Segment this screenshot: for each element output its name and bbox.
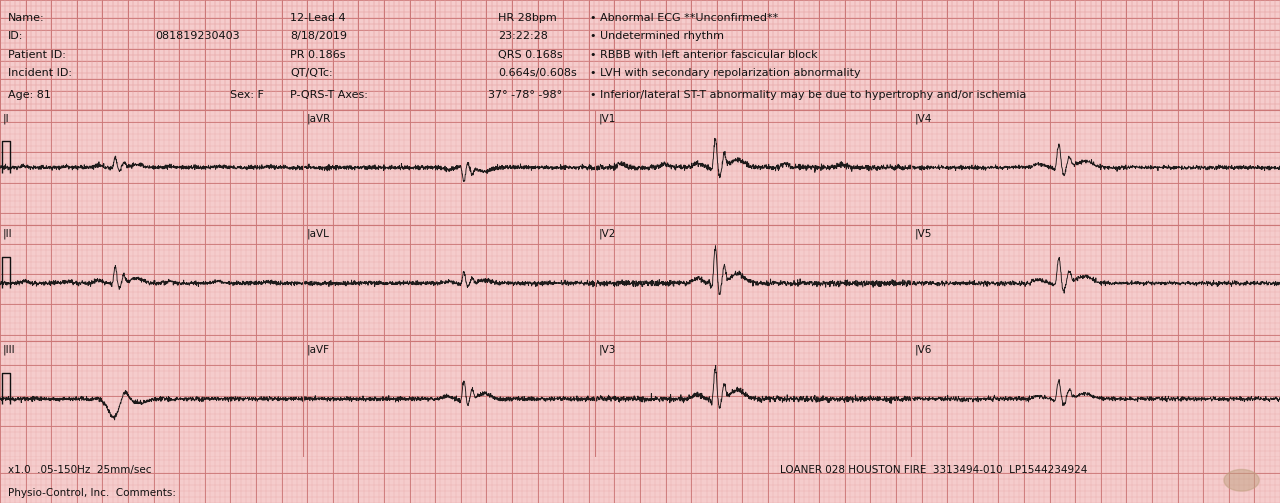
Text: |aVF: |aVF [306,345,329,355]
Text: 12-Lead 4: 12-Lead 4 [291,13,346,23]
Text: Sex: F: Sex: F [230,91,264,101]
Text: • RBBB with left anterior fascicular block: • RBBB with left anterior fascicular blo… [590,50,818,60]
Text: 23:22:28: 23:22:28 [498,31,548,41]
Text: x1.0  .05-150Hz  25mm/sec: x1.0 .05-150Hz 25mm/sec [8,465,151,475]
Text: |V6: |V6 [915,345,932,355]
Text: |I: |I [3,113,10,124]
Text: Incident ID:: Incident ID: [8,68,72,78]
Text: |V4: |V4 [915,113,932,124]
Text: Age: 81: Age: 81 [8,91,51,101]
Text: 37° -78° -98°: 37° -78° -98° [488,91,562,101]
Text: • Undetermined rhythm: • Undetermined rhythm [590,31,724,41]
Text: • Inferior/lateral ST-T abnormality may be due to hypertrophy and/or ischemia: • Inferior/lateral ST-T abnormality may … [590,91,1027,101]
Text: • Abnormal ECG **Unconfirmed**: • Abnormal ECG **Unconfirmed** [590,13,778,23]
Text: LOANER 028 HOUSTON FIRE  3313494-010  LP1544234924: LOANER 028 HOUSTON FIRE 3313494-010 LP15… [780,465,1088,475]
Text: QT/QTc:: QT/QTc: [291,68,333,78]
Polygon shape [1224,469,1260,491]
Text: HR 28bpm: HR 28bpm [498,13,557,23]
Text: 0.664s/0.608s: 0.664s/0.608s [498,68,577,78]
Text: |III: |III [3,345,15,355]
Text: PR 0.186s: PR 0.186s [291,50,346,60]
Text: 081819230403: 081819230403 [155,31,239,41]
Text: • LVH with secondary repolarization abnormality: • LVH with secondary repolarization abno… [590,68,860,78]
Text: |aVL: |aVL [306,229,329,239]
Text: Patient ID:: Patient ID: [8,50,65,60]
Text: |V1: |V1 [598,113,616,124]
Text: |V5: |V5 [915,229,932,239]
Text: 8/18/2019: 8/18/2019 [291,31,347,41]
Text: Name:: Name: [8,13,45,23]
Text: ID:: ID: [8,31,23,41]
Text: |II: |II [3,229,13,239]
Text: Physio-Control, Inc.  Comments:: Physio-Control, Inc. Comments: [8,488,177,498]
Text: QRS 0.168s: QRS 0.168s [498,50,563,60]
Text: |aVR: |aVR [306,113,330,124]
Text: P-QRS-T Axes:: P-QRS-T Axes: [291,91,367,101]
Text: |V2: |V2 [598,229,616,239]
Text: |V3: |V3 [598,345,616,355]
